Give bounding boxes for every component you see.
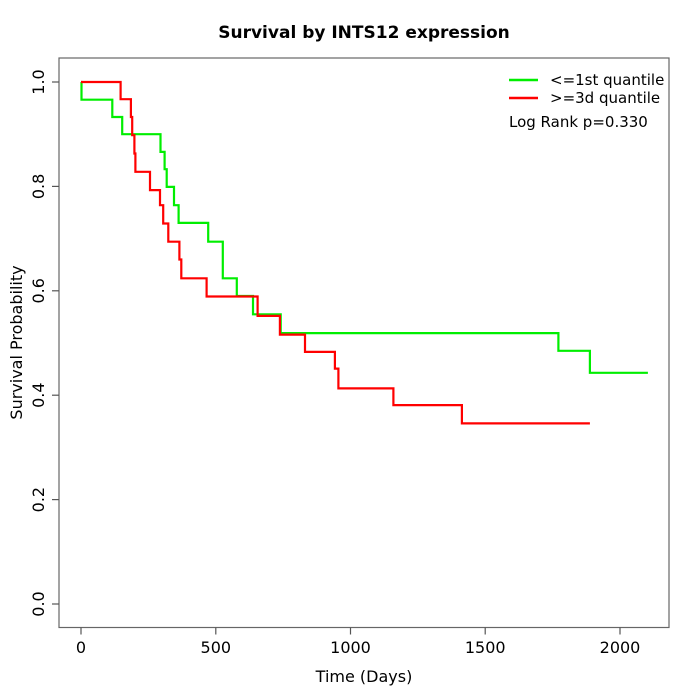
legend-label-high-expression: >=3d quantile bbox=[550, 89, 660, 107]
y-tick-label: 0.4 bbox=[29, 382, 48, 407]
y-axis-ticks bbox=[52, 81, 59, 605]
y-axis-label: Survival Probability bbox=[7, 265, 26, 419]
y-axis-tick-labels: 0.0 0.2 0.4 0.6 0.8 1.0 bbox=[29, 69, 48, 616]
x-tick-label: 0 bbox=[76, 638, 86, 657]
plot-box bbox=[58, 57, 670, 629]
y-tick-label: 1.0 bbox=[29, 69, 48, 94]
x-tick-label: 500 bbox=[201, 638, 232, 657]
log-rank-annotation: Log Rank p=0.330 bbox=[509, 113, 648, 131]
km-curve-high-expression bbox=[81, 80, 590, 425]
y-tick-label: 0.2 bbox=[29, 487, 48, 512]
x-tick-label: 1500 bbox=[465, 638, 506, 657]
x-axis-ticks bbox=[80, 627, 621, 635]
x-tick-label: 1000 bbox=[330, 638, 371, 657]
y-tick-label: 0.8 bbox=[29, 174, 48, 199]
x-axis-tick-labels: 0 500 1000 1500 2000 bbox=[76, 638, 640, 657]
legend: <=1st quantile >=3d quantile Log Rank p=… bbox=[509, 71, 664, 131]
x-axis-label: Time (Days) bbox=[315, 667, 413, 686]
y-tick-label: 0.6 bbox=[29, 278, 48, 303]
legend-label-low-expression: <=1st quantile bbox=[550, 71, 664, 89]
plot-title: Survival by INTS12 expression bbox=[218, 23, 510, 43]
y-tick-label: 0.0 bbox=[29, 591, 48, 616]
km-curves bbox=[80, 80, 648, 425]
x-tick-label: 2000 bbox=[600, 638, 641, 657]
